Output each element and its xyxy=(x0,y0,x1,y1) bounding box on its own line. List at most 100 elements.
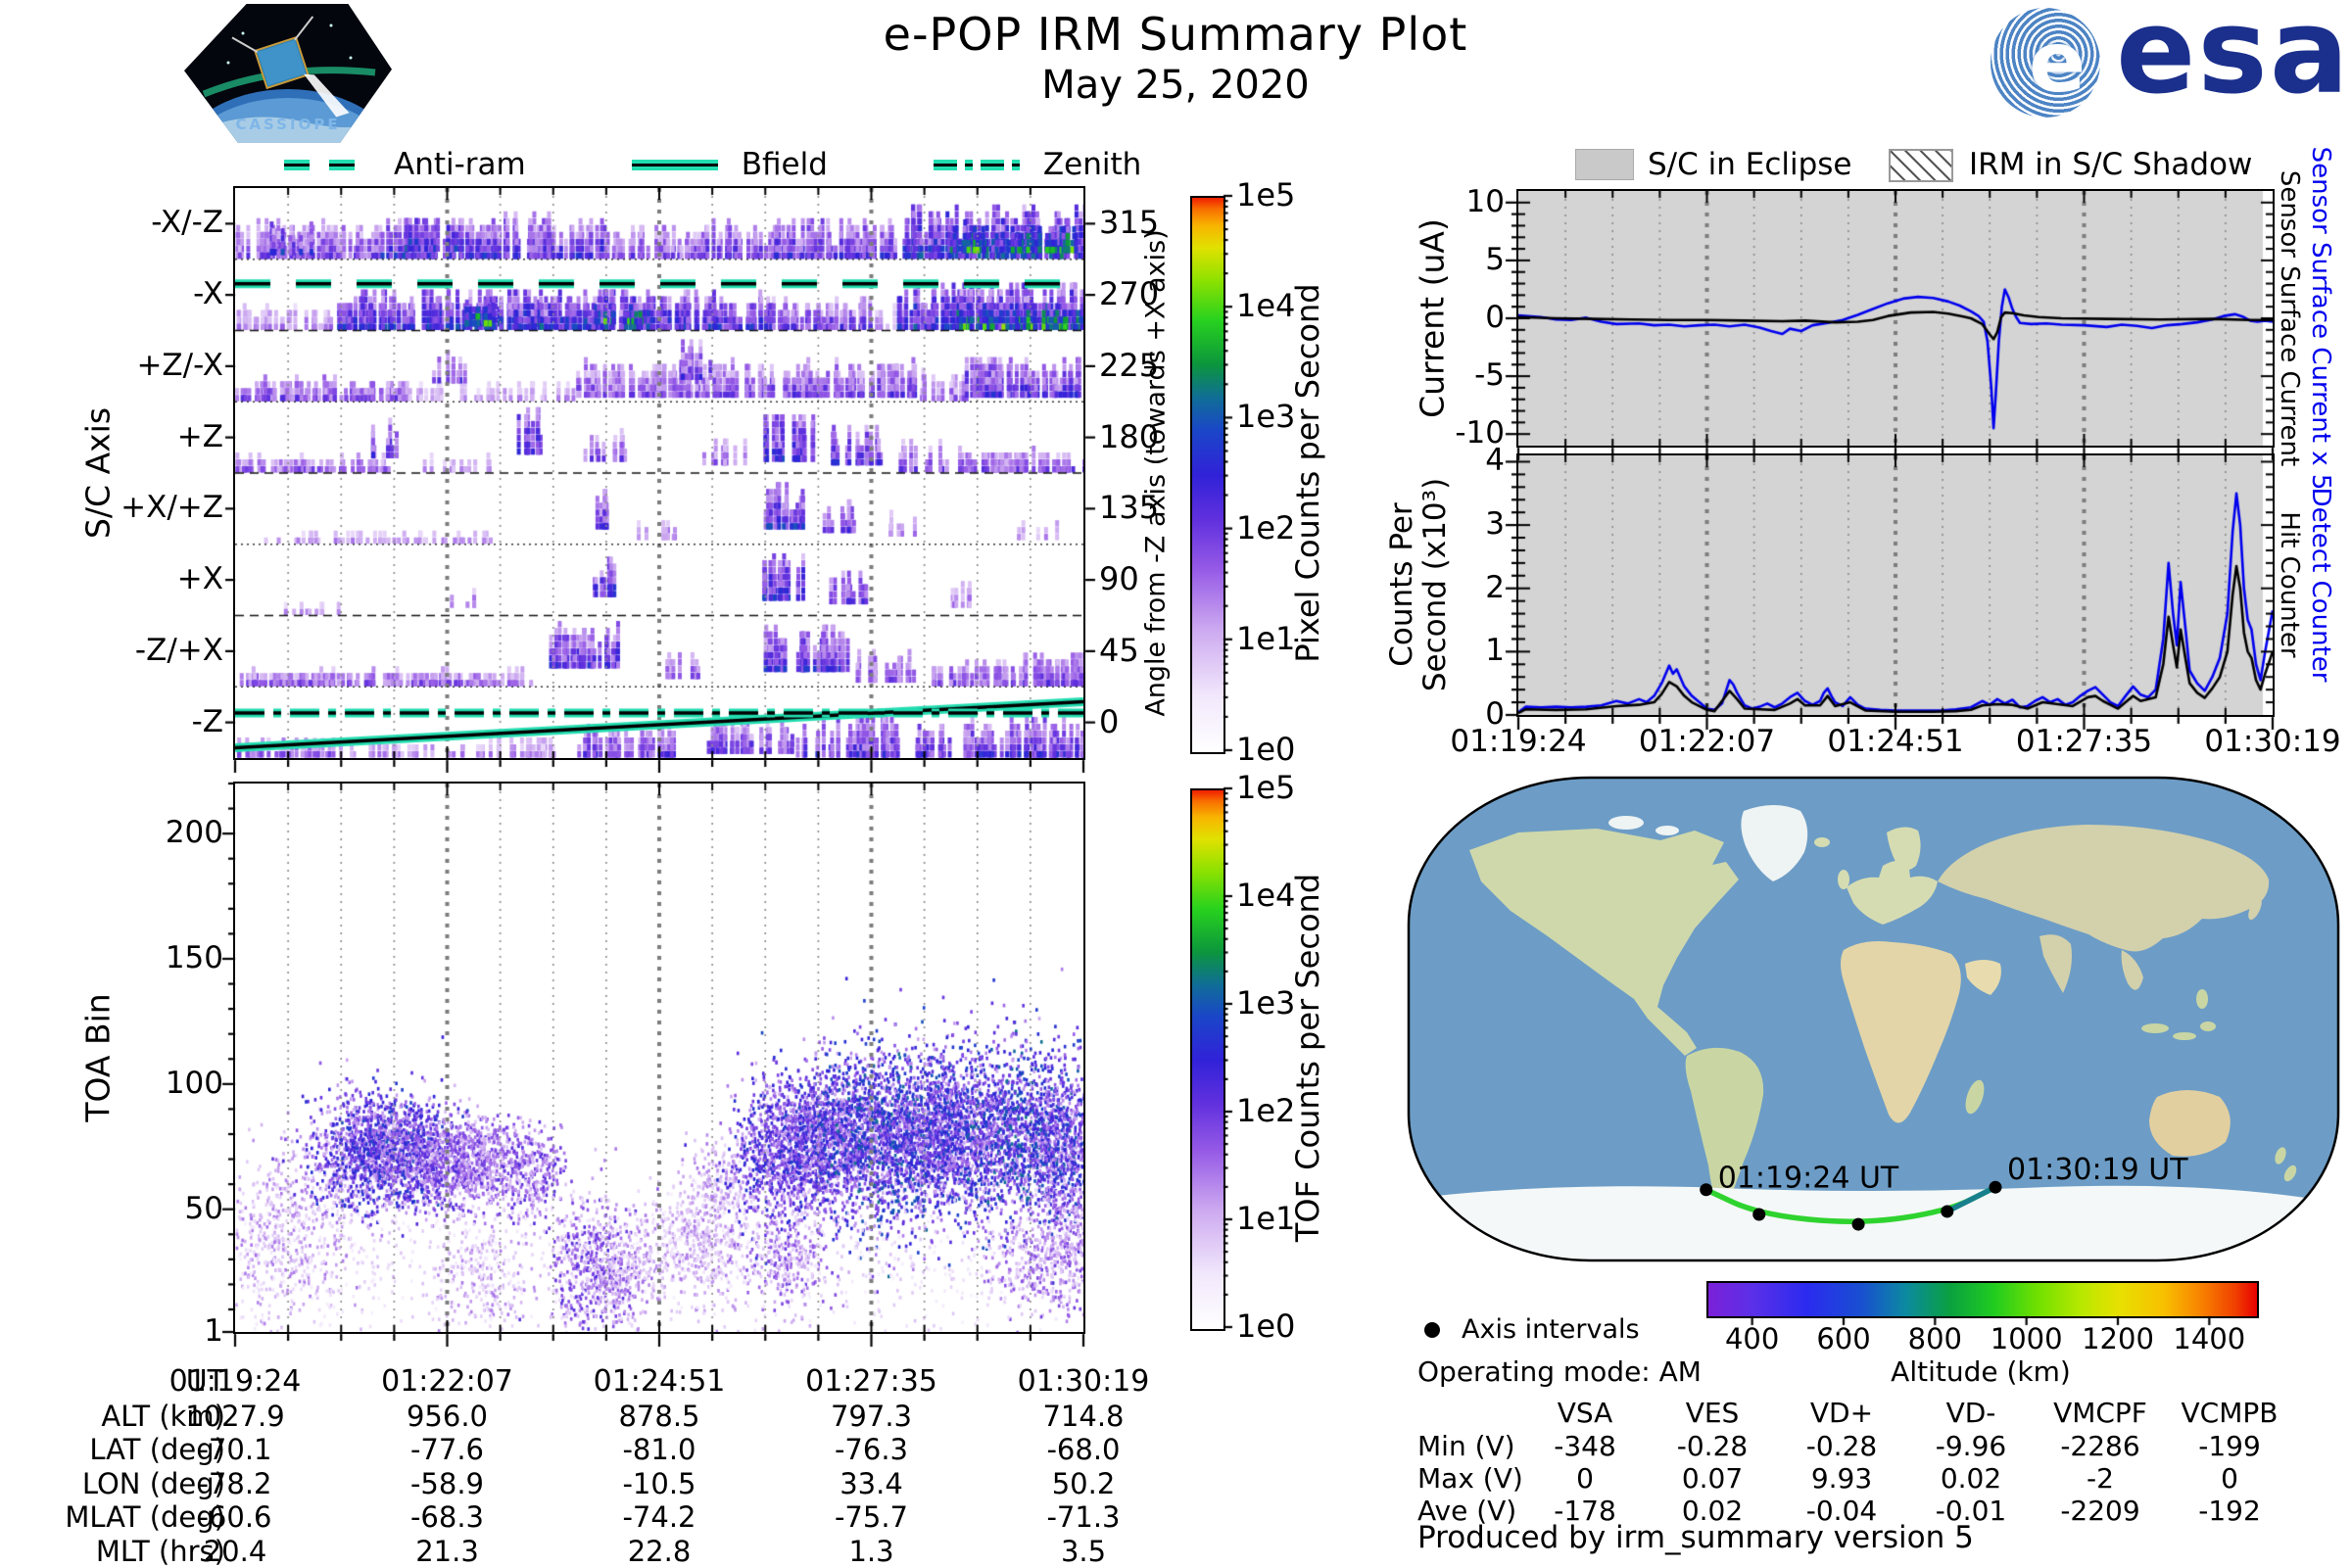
ephem-cell-4-2: -74.2 xyxy=(622,1500,696,1534)
ephem-cell-4-1: -68.3 xyxy=(409,1500,485,1534)
anti-ram-label: Anti-ram xyxy=(394,147,526,182)
band-label-+X: +X xyxy=(176,561,223,597)
zenith-label: Zenith xyxy=(1042,147,1142,182)
pixel-cb-tick-1e1: 1e1 xyxy=(1236,619,1296,657)
ephem-cell-3-3: 33.4 xyxy=(840,1466,903,1500)
zenith-line-swatch xyxy=(933,159,1020,170)
ephem-cell-2-1: -77.6 xyxy=(409,1433,485,1466)
ephem-cell-5-2: 22.8 xyxy=(627,1534,692,1568)
axis-interval-dot-1 xyxy=(1752,1208,1766,1221)
ephem-cell-0-1: 01:22:07 xyxy=(381,1364,513,1399)
angle-tick-45: 45 xyxy=(1099,631,1139,669)
esa-wordmark: esa xyxy=(2116,0,2351,120)
axis-interval-dot-2 xyxy=(1851,1217,1865,1231)
pixel-cb-tick-1e4: 1e4 xyxy=(1236,287,1296,325)
axis-interval-marker-icon xyxy=(1424,1322,1440,1338)
angle-tick-180: 180 xyxy=(1099,417,1160,455)
current-tick--5: -5 xyxy=(1474,357,1505,394)
pixel-cb-tick-1e0: 1e0 xyxy=(1236,731,1296,768)
angle-tick-270: 270 xyxy=(1099,275,1160,313)
tof-cb-tick-1e1: 1e1 xyxy=(1236,1200,1296,1237)
right-time-label-4: 01:30:19 xyxy=(2204,724,2341,759)
track-start-label: 01:19:24 UT xyxy=(1718,1162,1899,1196)
toa-ylabel: TOA Bin xyxy=(78,993,118,1122)
band-label-+X/+Z: +X/+Z xyxy=(120,490,223,526)
pixel-colorbar xyxy=(1190,196,1225,754)
patch-title: CASSIOPE xyxy=(235,116,341,133)
band-label--Z: -Z xyxy=(191,703,223,739)
axis-interval-dot-4 xyxy=(1989,1180,2002,1194)
detect-counter-label: Detect Counter xyxy=(2306,487,2335,683)
bfield-label: Bfield xyxy=(741,147,828,182)
esa-e-glyph: e xyxy=(2028,14,2087,112)
toa-tick-1: 1 xyxy=(204,1313,223,1349)
sensor-current-x5-label: Sensor Surface Current x 5 xyxy=(2306,146,2335,491)
right-time-label-2: 01:24:51 xyxy=(1827,724,1964,759)
current-tick-10: 10 xyxy=(1465,183,1505,219)
counts-tick-4: 4 xyxy=(1485,443,1505,479)
shadow-legend-label: IRM in S/C Shadow xyxy=(1969,147,2253,182)
tof-cb-tick-1e5: 1e5 xyxy=(1236,769,1296,806)
ephem-cell-4-0: -60.6 xyxy=(198,1500,272,1534)
altitude-colorbar xyxy=(1706,1281,2259,1318)
angle-tick-90: 90 xyxy=(1099,560,1139,598)
track-end-label: 01:30:19 UT xyxy=(2007,1153,2188,1187)
toa-tick-150: 150 xyxy=(165,939,223,975)
esa-logo: e esa xyxy=(1991,0,2349,123)
volt-row-label-Min (V): Min (V) xyxy=(1417,1430,1515,1462)
tof-cb-tick-1e0: 1e0 xyxy=(1236,1307,1296,1345)
footer-credit: Produced by irm_summary version 5 xyxy=(1417,1520,1974,1555)
eclipse-legend-swatch xyxy=(1575,149,1634,180)
counts-tick-2: 2 xyxy=(1485,569,1505,605)
ephem-cell-5-1: 21.3 xyxy=(415,1534,479,1568)
altitude-axis-label: Altitude (km) xyxy=(1891,1355,2071,1388)
band-label--X: -X xyxy=(193,276,223,312)
axis-interval-dot-0 xyxy=(1700,1183,1713,1197)
toa-spectrogram xyxy=(235,784,1083,1332)
sensor-current-label: Sensor Surface Current xyxy=(2275,169,2304,467)
counts-tick-3: 3 xyxy=(1485,506,1505,543)
counts-ylabel-line1: Counts Per xyxy=(1383,502,1419,667)
band-label--X/-Z: -X/-Z xyxy=(151,205,223,241)
ephem-cell-5-4: 3.5 xyxy=(1060,1534,1107,1568)
ephem-cell-3-4: 50.2 xyxy=(1051,1466,1116,1500)
band-label-+Z/-X: +Z/-X xyxy=(136,347,223,383)
tof-cb-tick-1e4: 1e4 xyxy=(1236,877,1296,914)
pixel-cb-tick-1e3: 1e3 xyxy=(1236,398,1296,436)
volt-col-VCMPB: VCMPB xyxy=(2181,1397,2279,1429)
angle-tick-135: 135 xyxy=(1099,489,1160,527)
ephem-cell-3-2: -10.5 xyxy=(622,1466,696,1500)
ephem-cell-1-2: 878.5 xyxy=(618,1399,700,1433)
ephem-cell-0-0: 01:19:24 xyxy=(168,1364,302,1399)
toa-tick-200: 200 xyxy=(165,815,223,851)
volt-cell-1-5: 0 xyxy=(2221,1462,2238,1495)
pixel-cb-tick-1e2: 1e2 xyxy=(1236,508,1296,546)
alt-tick-1400: 1400 xyxy=(2173,1322,2246,1355)
hit-counter-label: Hit Counter xyxy=(2275,511,2304,658)
bfield-line-swatch xyxy=(631,159,718,170)
ephem-cell-0-4: 01:30:19 xyxy=(1017,1364,1150,1399)
axis-interval-dot-3 xyxy=(1941,1205,1954,1218)
right-time-label-3: 01:27:35 xyxy=(2015,724,2153,759)
ephem-cell-5-3: 1.3 xyxy=(848,1534,894,1568)
toa-tick-100: 100 xyxy=(165,1065,223,1101)
ephem-cell-0-2: 01:24:51 xyxy=(593,1364,726,1399)
counts-plot xyxy=(1518,455,2273,715)
eclipse-legend-label: S/C in Eclipse xyxy=(1648,147,1852,182)
angle-tick-0: 0 xyxy=(1099,702,1120,740)
toa-tick-50: 50 xyxy=(184,1190,223,1226)
ephem-cell-3-1: -58.9 xyxy=(409,1466,485,1500)
tof-colorbar-label: TOF Counts per Second xyxy=(1289,873,1326,1243)
ephem-cell-4-4: -71.3 xyxy=(1046,1500,1121,1534)
ephem-cell-4-3: -75.7 xyxy=(834,1500,909,1534)
shadow-legend-swatch xyxy=(1889,149,1953,182)
sc-axis-spectrogram xyxy=(235,188,1083,758)
ephem-cell-1-4: 714.8 xyxy=(1042,1399,1125,1433)
anti-ram-line-swatch xyxy=(284,159,370,170)
band-label-+Z: +Z xyxy=(176,418,223,454)
ephem-cell-2-4: -68.0 xyxy=(1046,1433,1121,1466)
ephem-cell-2-2: -81.0 xyxy=(622,1433,696,1466)
ephem-cell-5-0: 20.4 xyxy=(203,1534,267,1568)
angle-tick-315: 315 xyxy=(1099,204,1160,242)
ephem-cell-1-1: 956.0 xyxy=(406,1399,489,1433)
